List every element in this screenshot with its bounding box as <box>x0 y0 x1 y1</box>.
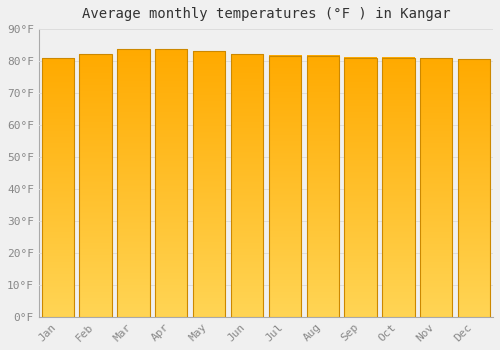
Bar <box>80 54 112 317</box>
Bar <box>155 49 188 317</box>
Bar <box>193 51 225 317</box>
Bar <box>118 49 150 317</box>
Bar <box>269 56 301 317</box>
Bar <box>42 58 74 317</box>
Bar <box>231 54 263 317</box>
Bar <box>382 57 414 317</box>
Bar <box>306 56 339 317</box>
Bar <box>458 59 490 317</box>
Title: Average monthly temperatures (°F ) in Kangar: Average monthly temperatures (°F ) in Ka… <box>82 7 450 21</box>
Bar <box>344 57 376 317</box>
Bar <box>420 58 452 317</box>
